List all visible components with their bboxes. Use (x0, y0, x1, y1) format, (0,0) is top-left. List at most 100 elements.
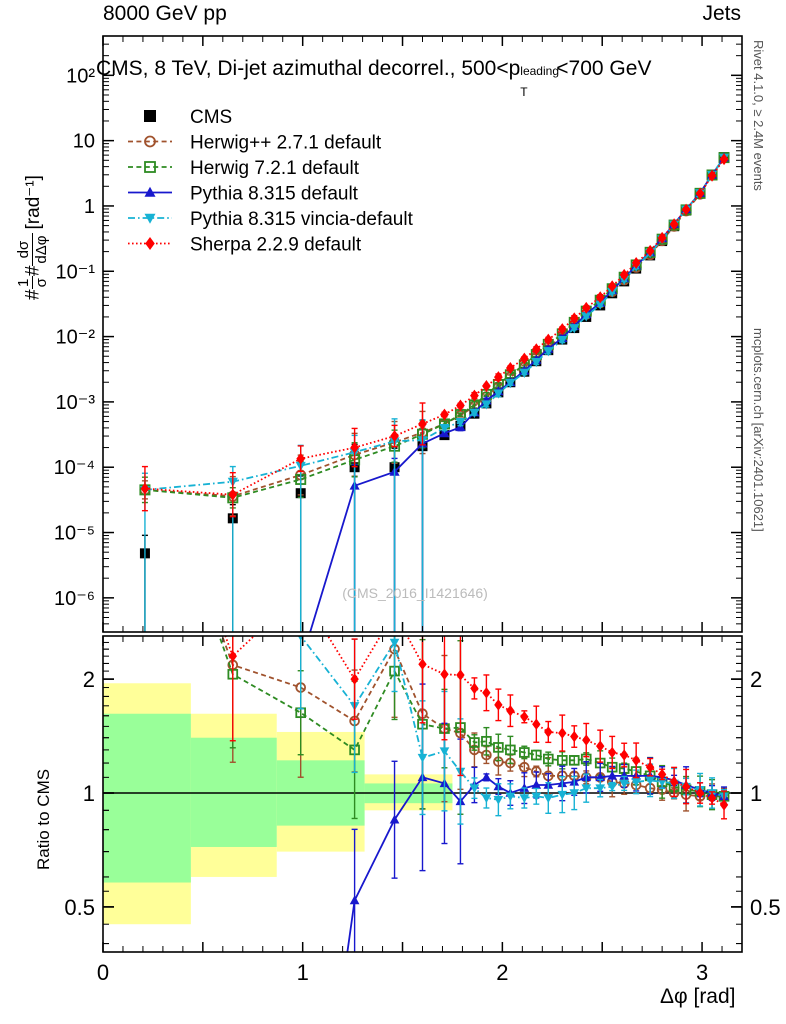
data-point-diamond (145, 237, 155, 250)
ratio-plot-series (103, 636, 742, 952)
data-point-triangle-down (417, 753, 428, 763)
y-tick-label: 10 (73, 131, 95, 153)
data-point-triangle-down (389, 638, 400, 648)
data-point-triangle-down (595, 784, 606, 794)
series-herwig-7-2-1-default (139, 152, 730, 509)
data-point-square-open (543, 753, 554, 765)
data-point-diamond (719, 153, 729, 166)
data-point-diamond (543, 333, 553, 346)
data-point-triangle-up (619, 770, 630, 780)
data-point-triangle-down (469, 408, 480, 419)
data-point-diamond (657, 231, 667, 244)
data-point-square-open (144, 161, 156, 173)
x-tick-label: 3 (696, 960, 708, 985)
plot-title-post: <700 GeV (556, 57, 652, 80)
data-point-diamond (657, 768, 667, 781)
y-tick-label: 10⁻² (56, 327, 96, 349)
ratio-y-tick-label: 0.5 (64, 895, 95, 920)
data-point-diamond (620, 749, 629, 761)
yl-unit: [rad⁻¹] (22, 175, 44, 230)
series-sherpa-2-2-9-default (140, 153, 729, 518)
legend-item-sherpa-2-2-9-default[interactable]: Sherpa 2.2.9 default (128, 235, 362, 256)
yl-frac-num: 1 (15, 276, 33, 290)
data-point-diamond (581, 301, 591, 314)
data-point-diamond (669, 218, 679, 231)
data-point-diamond (494, 699, 503, 711)
data-point-triangle-down (607, 288, 618, 298)
plot-title-pre: CMS, 8 TeV, Di-jet azimuthal decorrel., … (96, 57, 521, 80)
data-point-triangle-down (493, 795, 504, 805)
ratio-y-tick-label-right: 2 (750, 667, 762, 692)
data-point-triangle-up (607, 770, 618, 780)
data-point-triangle-down (531, 792, 542, 802)
data-point-diamond (595, 291, 605, 304)
data-point-triangle-down (493, 389, 504, 399)
data-point-square-open (469, 737, 480, 748)
data-point-diamond (619, 268, 629, 281)
y-tick-label: 10⁻⁵ (54, 523, 95, 545)
data-point-triangle-down (481, 400, 492, 410)
data-point-square-open (556, 755, 568, 766)
header-right-label: Jets (702, 2, 741, 25)
data-point-square-open (568, 755, 580, 766)
data-point-diamond (531, 343, 541, 356)
ratio-panel-frame: 0 1 2 3 (97, 635, 743, 985)
data-point-triangle-down (543, 794, 554, 804)
x-tick-label: 1 (297, 960, 309, 985)
series-herwig-2-7-1-default (139, 152, 730, 517)
ratio-band-green (103, 713, 191, 883)
data-point-triangle-down (607, 782, 618, 792)
legend-item-herwig-7-2-1-default[interactable]: Herwig 7.2.1 default (128, 158, 360, 179)
data-point-triangle-down (619, 779, 630, 789)
plot-title: CMS, 8 TeV, Di-jet azimuthal decorrel., … (96, 57, 652, 99)
data-point-diamond (681, 780, 691, 793)
legend-item-herwig-2-7-1-default[interactable]: Herwig++ 2.7.1 default (128, 133, 382, 154)
yl-dden: dΔφ (33, 235, 50, 264)
ratio-y-ticks: 2 2 1 1 0.5 0.5 (64, 635, 781, 945)
data-point-diamond (532, 718, 541, 730)
data-point-diamond (520, 711, 529, 723)
y-tick-label: 1 (84, 196, 95, 218)
data-point-diamond (570, 730, 579, 743)
data-point-triangle-down (631, 778, 642, 787)
data-point-triangle-down (505, 792, 516, 802)
data-point-triangle-down (581, 312, 592, 322)
data-point-diamond (707, 169, 717, 182)
data-point-triangle-down (569, 789, 580, 799)
y-tick-label: 10⁻³ (56, 392, 96, 414)
data-point-diamond (418, 417, 427, 430)
data-point-diamond (569, 312, 579, 325)
legend-label: Herwig++ 2.7.1 default (190, 133, 382, 154)
y-tick-label: 10⁻⁴ (54, 457, 95, 479)
legend-item-pythia-8-315-default[interactable]: Pythia 8.315 default (128, 184, 359, 205)
data-point-diamond (695, 187, 705, 200)
data-point-triangle-up (140, 658, 150, 667)
data-point-triangle-down (569, 324, 580, 334)
data-point-triangle-down (645, 776, 655, 786)
data-point-diamond (350, 673, 359, 685)
data-point-triangle-down (543, 347, 554, 357)
series-line (144, 157, 725, 491)
data-point-circle-open (519, 761, 530, 773)
ratio-uncertainty-bands (103, 683, 453, 925)
data-point-diamond (645, 761, 655, 773)
legend-label: Sherpa 2.2.9 default (190, 235, 362, 256)
data-point-diamond (719, 799, 729, 811)
data-point-diamond (505, 362, 515, 375)
data-point-diamond (607, 280, 617, 293)
legend-item-pythia-8-315-vincia-default[interactable]: Pythia 8.315 vincia-default (128, 209, 414, 230)
x-tick-label: 2 (496, 960, 508, 985)
legend-item-cms[interactable]: CMS (144, 107, 232, 128)
data-point-triangle-down (505, 379, 516, 389)
data-point-triangle-up (531, 779, 542, 789)
data-point-triangle-down (144, 213, 156, 224)
data-point-triangle-up (144, 186, 156, 197)
legend-label: Pythia 8.315 vincia-default (190, 209, 414, 230)
data-point-diamond (482, 687, 491, 699)
data-point-triangle-down (439, 747, 450, 757)
data-point-diamond (350, 441, 359, 454)
data-point-diamond (645, 244, 655, 257)
data-point-diamond (608, 746, 617, 759)
data-point-diamond (582, 734, 591, 746)
